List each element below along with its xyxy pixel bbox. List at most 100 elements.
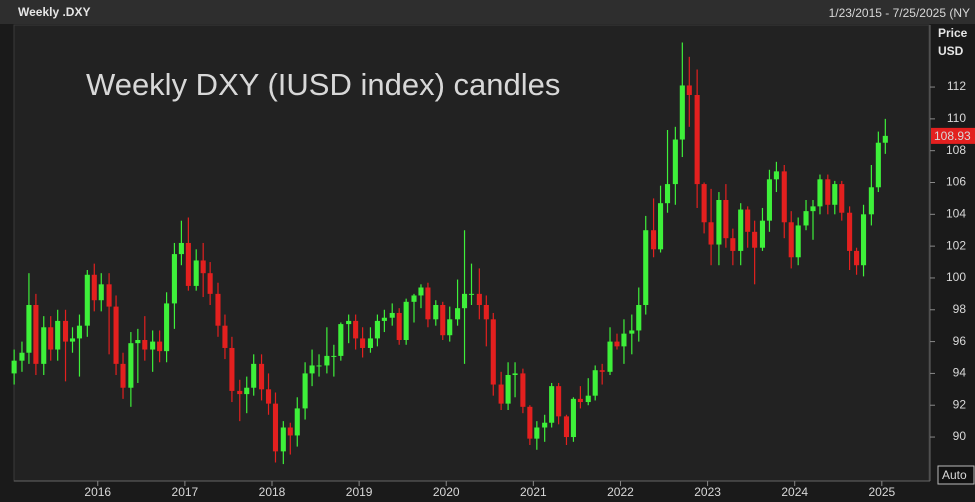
candle-body [556,386,562,417]
candle-body [788,222,794,258]
candle-body [84,274,90,326]
candle-body [461,293,468,309]
candle-body [294,408,300,436]
candle-body [599,370,605,372]
candle-body [860,214,867,266]
candle-body [265,389,272,404]
candle-body [534,427,540,439]
candle-body [512,373,518,375]
candle-body [113,306,119,364]
candle-body [643,230,649,305]
candle-body [324,355,330,366]
candle-body [766,179,772,221]
candle-body [476,293,482,305]
annotation: Weekly DXY (IUSD index) candles [86,67,560,102]
candle-body [26,305,32,353]
candle-body [106,284,112,307]
candle-body [577,398,583,403]
x-tick-label: 2023 [694,485,721,499]
y-axis-unit: USD [938,44,964,58]
x-tick-label: 2017 [172,485,199,499]
candle-body [738,209,744,251]
candle-body [527,406,533,439]
candle-body [490,319,496,385]
last-price-box [931,127,975,144]
y-axis-label: Price [938,26,968,40]
candle-body [592,370,598,396]
plot-area [13,24,930,482]
candle-body [200,260,206,274]
candle-body [280,427,286,452]
x-tick-label: 2021 [520,485,547,499]
scale-mode[interactable]: Auto [942,468,967,482]
candle-body [418,287,424,296]
date-range: 1/23/2015 - 7/25/2025 (NY [829,6,970,20]
candle-body [745,209,751,232]
scale-mode-button[interactable] [937,465,975,485]
candle-body [672,139,678,185]
x-tick-label: 2016 [84,485,111,499]
candle-body [817,179,823,207]
candle-body [875,142,881,188]
candle-body [193,260,199,286]
candle-body [389,312,395,318]
candle-body [542,422,548,428]
chart-title: Weekly .DXY [18,5,90,19]
candle-body [520,373,526,407]
y-tick-label: 112 [947,79,966,93]
candle-body [651,230,657,250]
x-tick-label: 2018 [259,485,286,499]
candle-body [854,250,860,266]
candle-body [607,341,613,372]
candle-body [730,238,736,251]
candle-body [48,327,54,350]
candle-body [150,341,156,350]
candle-body [222,325,228,348]
candle-body [331,355,337,357]
candle-body [585,395,591,403]
candle-body [302,373,308,409]
y-tick-label: 96 [953,334,967,348]
candle-body [701,184,707,223]
x-tick-label: 2024 [781,485,808,499]
x-tick-label: 2020 [433,485,460,499]
candle-body [33,305,39,364]
candle-body [468,293,475,295]
candle-body [244,387,250,395]
candle-body [483,305,489,320]
candle-body [142,340,148,350]
candle-body [11,360,17,374]
candle-body [570,398,576,438]
candle-body [316,365,322,367]
candle-body [185,242,191,286]
candle-body [135,340,141,344]
candle-body [338,324,344,356]
last-price-label: 108.93 [934,129,971,143]
candle-body [171,254,177,304]
candle-body [694,95,700,185]
candle-body [62,320,69,342]
candle-body [353,320,359,339]
candle-body [839,184,845,213]
y-tick-label: 108 [946,143,966,157]
x-tick-label: 2019 [346,485,373,499]
candle-body [229,347,235,391]
candle-body [381,317,387,321]
candle-body [403,301,409,340]
candle-body [810,206,816,212]
x-tick-label: 2022 [607,485,634,499]
candle-body [433,305,439,320]
candle-body [425,287,431,320]
candle-body [563,416,570,438]
candle-body [91,274,97,301]
candle-body [98,284,104,301]
candle-body [157,341,163,352]
candle-body [825,179,831,205]
candle-body [411,295,417,302]
candle-body [781,171,787,223]
candle-body [272,403,279,452]
candle-body [258,363,265,390]
y-tick-label: 106 [946,175,966,189]
candle-body [629,330,635,334]
